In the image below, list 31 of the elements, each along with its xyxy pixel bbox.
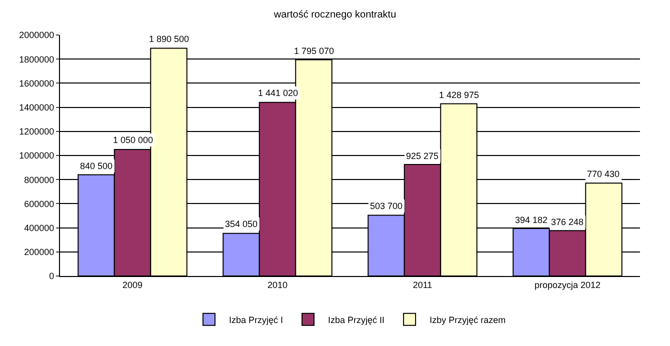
y-tick-label: 1400000: [19, 102, 54, 112]
x-tick-label: propozycja 2012: [534, 280, 601, 290]
y-tick-label: 1600000: [19, 78, 54, 88]
data-label: 1 428 975: [439, 90, 480, 100]
legend-label: Izby Przyjęć razem: [430, 314, 506, 325]
legend-label: Izba Przyjęć II: [328, 314, 385, 325]
legend-label: Izba Przyjęć I: [229, 314, 284, 325]
y-tick-label: 1200000: [19, 126, 54, 137]
data-label: 376 248: [551, 217, 584, 227]
x-tick-label: 2010: [267, 280, 288, 290]
chart-title: wartość rocznego kontraktu: [272, 9, 396, 20]
data-label: 925 275: [406, 151, 439, 161]
data-label: 1 441 020: [258, 88, 298, 98]
x-tick-label: 2011: [412, 280, 432, 290]
y-tick-label: 2000000: [19, 30, 54, 40]
data-label: 1 050 000: [113, 135, 154, 145]
data-label: 770 430: [587, 169, 620, 179]
data-label: 1 795 070: [294, 46, 334, 56]
y-tick-label: 400000: [24, 222, 54, 233]
data-label: 840 500: [80, 161, 113, 171]
y-tick-label: 1000000: [19, 150, 54, 161]
y-tick-label: 800000: [24, 174, 54, 185]
y-tick-label: 1800000: [19, 54, 54, 64]
y-tick-label: 200000: [24, 247, 54, 258]
data-label: 354 050: [225, 219, 258, 229]
data-label: 1 890 500: [149, 34, 190, 44]
y-tick-label: 600000: [24, 198, 54, 209]
x-tick-label: 2009: [122, 280, 143, 290]
data-label: 394 182: [515, 215, 548, 225]
data-label: 503 700: [370, 201, 403, 211]
y-tick-label: 0: [49, 271, 54, 282]
